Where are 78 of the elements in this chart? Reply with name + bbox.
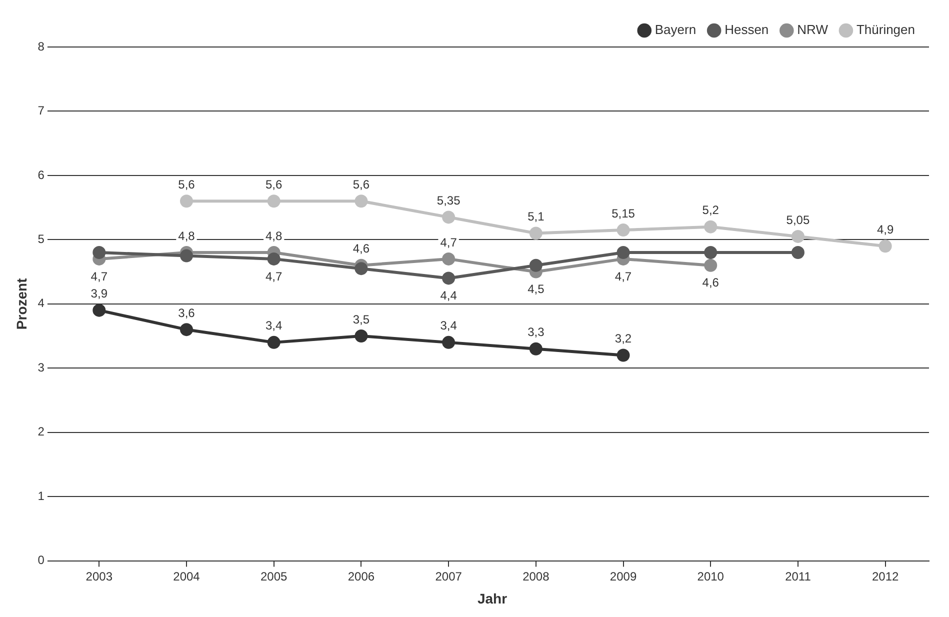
legend-label: Bayern — [654, 22, 696, 38]
y-tick-label: 8 — [38, 39, 45, 54]
point — [354, 330, 368, 343]
point — [267, 336, 280, 349]
data-label: 5,15 — [612, 206, 636, 220]
point — [267, 252, 280, 266]
x-tick-label: 2006 — [348, 569, 375, 584]
point — [442, 272, 456, 285]
point — [267, 194, 280, 208]
point — [791, 230, 804, 243]
x-tick-label: 2008 — [522, 569, 550, 584]
point — [442, 210, 456, 224]
point — [704, 258, 718, 272]
legend-label: Hessen — [724, 22, 769, 38]
y-tick-label: 7 — [38, 104, 45, 118]
x-tick-label: 2004 — [173, 569, 200, 584]
point — [442, 336, 456, 349]
point — [529, 226, 542, 240]
point — [180, 249, 194, 262]
data-label: 4,7 — [440, 235, 458, 250]
y-tick-label: 5 — [38, 232, 45, 246]
point — [92, 246, 106, 260]
point — [354, 262, 368, 276]
data-label: 4,7 — [266, 269, 283, 284]
point — [616, 224, 630, 237]
data-label: 4,7 — [90, 269, 108, 284]
data-label: 4,6 — [702, 276, 720, 290]
data-label: 4,4 — [440, 288, 458, 303]
data-label: 4,5 — [528, 282, 545, 296]
point — [878, 240, 892, 253]
y-tick-label: 1 — [38, 488, 45, 503]
data-label: 5,6 — [352, 177, 370, 192]
data-label: 5,35 — [436, 194, 461, 208]
data-label: 4,8 — [266, 228, 283, 243]
x-tick-label: 2005 — [260, 569, 288, 584]
data-label: 5,6 — [266, 177, 283, 192]
data-label: 3,3 — [528, 325, 545, 340]
point — [92, 304, 106, 317]
data-label: 5,05 — [786, 212, 810, 227]
x-tick-label: 2011 — [785, 569, 812, 584]
data-label: 3,4 — [266, 318, 283, 333]
point — [616, 348, 630, 362]
point — [791, 246, 804, 260]
point — [180, 323, 194, 336]
data-label: 5,6 — [178, 177, 196, 192]
y-tick-label: 4 — [38, 296, 45, 310]
x-tick-label: 2007 — [435, 569, 462, 584]
point — [180, 194, 194, 208]
data-label: 3,2 — [614, 332, 632, 346]
data-label: 5,1 — [528, 210, 545, 224]
legend-label: Thüringen — [856, 22, 916, 38]
data-label: 4,9 — [876, 222, 894, 236]
x-axis-title: Jahr — [477, 590, 508, 606]
y-tick-label: 3 — [38, 360, 45, 374]
data-label: 4,6 — [352, 242, 370, 256]
y-axis-title: Prozent — [13, 278, 30, 330]
data-label: 4,7 — [614, 269, 632, 284]
data-label: 5,2 — [702, 203, 720, 218]
data-label: 3,4 — [440, 318, 458, 333]
point — [529, 258, 542, 272]
x-tick-label: 2010 — [697, 569, 724, 584]
y-tick-label: 2 — [38, 424, 45, 439]
point — [704, 220, 718, 234]
x-tick-label: 2012 — [872, 569, 899, 584]
data-label: 4,8 — [178, 228, 196, 243]
point — [442, 252, 456, 266]
point — [529, 342, 542, 356]
x-tick-label: 2003 — [86, 569, 113, 584]
legend-label: NRW — [797, 22, 829, 38]
x-tick-label: 2009 — [610, 569, 637, 584]
point — [704, 246, 718, 260]
point — [616, 246, 630, 260]
point — [354, 194, 368, 208]
data-label: 3,5 — [352, 312, 370, 326]
y-tick-label: 0 — [38, 553, 45, 568]
data-label: 3,9 — [90, 286, 108, 301]
data-label: 3,6 — [178, 306, 196, 320]
y-tick-label: 6 — [38, 168, 45, 182]
